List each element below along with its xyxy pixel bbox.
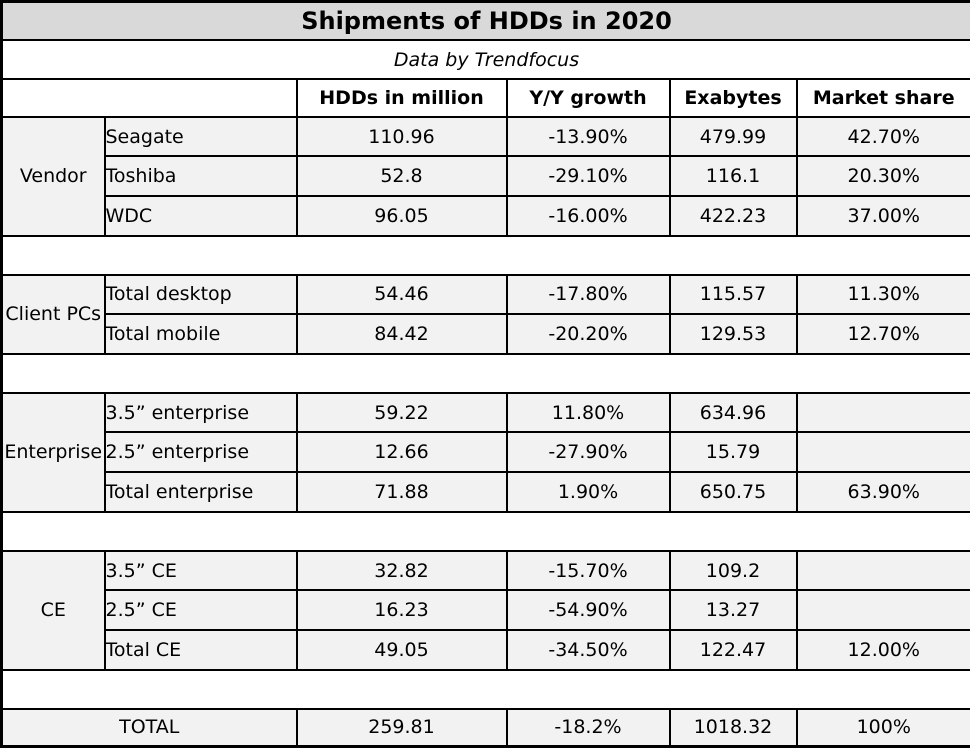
value-hdds: 59.22: [295, 391, 508, 434]
value-growth: -15.70%: [505, 549, 671, 592]
total-exabytes: 1018.32: [668, 707, 798, 748]
value-market-share: 20.30%: [795, 155, 970, 198]
value-market-share: 37.00%: [795, 195, 970, 237]
value-market-share: [795, 589, 970, 632]
value-hdds: 110.96: [295, 115, 508, 158]
value-market-share: [795, 549, 970, 592]
spacer-row: [0, 668, 970, 710]
value-market-share: 11.30%: [795, 273, 970, 316]
group-cell-vendor: Vendor: [0, 115, 106, 237]
table-row: Total enterprise 71.88 1.90% 650.75 63.9…: [2, 471, 970, 513]
spacer-cell: [0, 668, 970, 710]
row-label: WDC: [103, 195, 298, 237]
row-label: Toshiba: [103, 155, 298, 198]
spacer-row: [0, 510, 970, 552]
value-exabytes: 109.2: [668, 549, 798, 592]
value-growth: -16.00%: [505, 195, 671, 237]
table-title: Shipments of HDDs in 2020: [0, 0, 970, 42]
header-row: HDDs in million Y/Y growth Exabytes Mark…: [0, 77, 970, 118]
value-hdds: 96.05: [295, 195, 508, 237]
group-cell-ce: CE: [0, 549, 106, 671]
value-hdds: 52.8: [295, 155, 508, 198]
value-hdds: 54.46: [295, 273, 508, 316]
row-label: 3.5” enterprise: [103, 391, 298, 434]
value-hdds: 84.42: [295, 313, 508, 356]
table-row: Enterprise 3.5” enterprise 59.22 11.80% …: [0, 391, 970, 513]
value-growth: -20.20%: [505, 313, 671, 356]
row-label: 2.5” enterprise: [103, 431, 298, 474]
value-exabytes: 115.57: [668, 273, 798, 316]
value-exabytes: 479.99: [668, 115, 798, 158]
table-row: WDC 96.05 -16.00% 422.23 37.00%: [2, 195, 970, 237]
value-market-share: [795, 431, 970, 474]
value-hdds: 32.82: [295, 549, 508, 592]
value-market-share: 12.70%: [795, 313, 970, 356]
value-growth: -27.90%: [505, 431, 671, 474]
value-growth: -13.90%: [505, 115, 671, 158]
table-row: Total CE 49.05 -34.50% 122.47 12.00%: [2, 629, 970, 671]
value-market-share: 42.70%: [795, 115, 970, 158]
table-row: Vendor Seagate 110.96 -13.90% 479.99 42.…: [0, 115, 970, 237]
spacer-cell: [0, 510, 970, 552]
value-market-share: 63.90%: [795, 471, 970, 513]
row-label: Seagate: [103, 115, 298, 158]
table-row: Total mobile 84.42 -20.20% 129.53 12.70%: [2, 313, 970, 356]
value-growth: 1.90%: [505, 471, 671, 513]
value-exabytes: 15.79: [668, 431, 798, 474]
total-growth: -18.2%: [505, 707, 671, 748]
value-market-share: 12.00%: [795, 629, 970, 671]
value-hdds: 12.66: [295, 431, 508, 474]
value-growth: -54.90%: [505, 589, 671, 632]
total-row: TOTAL 259.81 -18.2% 1018.32 100%: [0, 707, 970, 748]
header-blank-cell: [0, 77, 298, 118]
table-row: 2.5” enterprise 12.66 -27.90% 15.79: [2, 431, 970, 474]
value-hdds: 71.88: [295, 471, 508, 513]
value-exabytes: 116.1: [668, 155, 798, 198]
value-exabytes: 650.75: [668, 471, 798, 513]
row-label: 2.5” CE: [103, 589, 298, 632]
subtitle-row: Data by Trendfocus: [0, 39, 970, 80]
column-header-market-share: Market share: [795, 77, 970, 118]
table-row: CE 3.5” CE 32.82 -15.70% 109.2: [0, 549, 970, 671]
row-label: Total mobile: [103, 313, 298, 356]
spacer-cell: [0, 353, 970, 394]
total-market-share: 100%: [795, 707, 970, 748]
table-row: Toshiba 52.8 -29.10% 116.1 20.30%: [2, 155, 970, 198]
column-header-exabytes: Exabytes: [668, 77, 798, 118]
row-label: Total CE: [103, 629, 298, 671]
spacer-row: [0, 353, 970, 394]
spacer-cell: [0, 234, 970, 276]
column-header-yy-growth: Y/Y growth: [505, 77, 671, 118]
table-row: Client PCs Total desktop 54.46 -17.80% 1…: [0, 273, 970, 356]
value-growth: -17.80%: [505, 273, 671, 316]
total-hdds: 259.81: [295, 707, 508, 748]
value-growth: 11.80%: [505, 391, 671, 434]
title-row: Shipments of HDDs in 2020: [0, 0, 970, 42]
value-growth: -34.50%: [505, 629, 671, 671]
value-growth: -29.10%: [505, 155, 671, 198]
row-label: 3.5” CE: [103, 549, 298, 592]
value-exabytes: 13.27: [668, 589, 798, 632]
value-exabytes: 122.47: [668, 629, 798, 671]
group-cell-client-pcs: Client PCs: [0, 273, 106, 356]
column-header-hdds-in-million: HDDs in million: [295, 77, 508, 118]
value-exabytes: 422.23: [668, 195, 798, 237]
table-subtitle: Data by Trendfocus: [0, 39, 970, 80]
row-label: Total enterprise: [103, 471, 298, 513]
value-market-share: [795, 391, 970, 434]
value-hdds: 16.23: [295, 589, 508, 632]
row-label: Total desktop: [103, 273, 298, 316]
value-hdds: 49.05: [295, 629, 508, 671]
total-label: TOTAL: [0, 707, 298, 748]
table-row: 2.5” CE 16.23 -54.90% 13.27: [2, 589, 970, 632]
value-exabytes: 634.96: [668, 391, 798, 434]
value-exabytes: 129.53: [668, 313, 798, 356]
spacer-row: [0, 234, 970, 276]
group-cell-enterprise: Enterprise: [0, 391, 106, 513]
